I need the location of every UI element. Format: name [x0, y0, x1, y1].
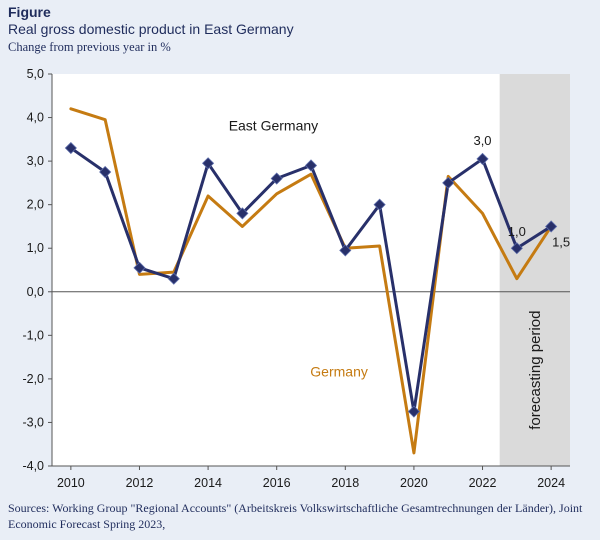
- x-tick-label: 2012: [126, 476, 154, 490]
- gdp-line-chart: forecasting period -4,0 -3,0 -2,0 -1,0 0,0 1,0…: [22, 67, 570, 490]
- y-tick-label: 2,0: [27, 198, 44, 212]
- y-tick-label: 5,0: [27, 67, 44, 81]
- data-annotation: 1,0: [508, 224, 526, 239]
- y-tick-label: -1,0: [22, 328, 44, 342]
- source-note: Sources: Working Group "Regional Account…: [8, 501, 583, 531]
- east-germany-point: [476, 152, 489, 165]
- east-germany-point: [339, 244, 352, 257]
- y-tick-label: -4,0: [22, 459, 44, 473]
- east-germany-point: [304, 159, 318, 172]
- figure-label: Figure: [8, 4, 51, 20]
- east-germany-point: [64, 141, 77, 155]
- x-tick-label: 2020: [400, 476, 428, 490]
- y-tick-label: 0,0: [27, 285, 44, 299]
- data-annotation: 3,0: [473, 133, 491, 148]
- series-label-germany: Germany: [310, 364, 368, 380]
- east-germany-point: [510, 242, 523, 255]
- x-tick-label: 2022: [469, 476, 497, 490]
- x-tick-label: 2014: [194, 476, 222, 490]
- series-label-east-germany: East Germany: [229, 118, 318, 134]
- y-tick-label: 3,0: [27, 154, 44, 168]
- east-germany-point: [442, 176, 455, 189]
- east-germany-point: [236, 207, 249, 220]
- east-germany-point: [202, 157, 215, 170]
- east-germany-point: [373, 198, 386, 211]
- y-tick-label: -2,0: [22, 372, 44, 386]
- chart-subtitle: Change from previous year in %: [8, 40, 171, 54]
- x-tick-label: 2024: [537, 476, 565, 490]
- x-tick-label: 2018: [331, 476, 359, 490]
- east-germany-point: [407, 405, 420, 418]
- east-germany-point: [133, 261, 146, 274]
- y-tick-label: -3,0: [22, 415, 44, 429]
- east-germany-point: [545, 220, 558, 233]
- forecast-label: forecasting period: [527, 311, 544, 430]
- series-line-germany: [69, 107, 553, 455]
- east-germany-point: [167, 272, 180, 285]
- y-tick-label: 1,0: [27, 241, 44, 255]
- x-tick-label: 2016: [263, 476, 291, 490]
- x-tick-label: 2010: [57, 476, 85, 490]
- east-germany-point: [270, 172, 283, 185]
- chart-title: Real gross domestic product in East Germ…: [8, 21, 294, 37]
- data-annotation: 1,5: [552, 234, 570, 249]
- y-tick-label: 4,0: [27, 111, 44, 125]
- east-germany-point: [99, 165, 112, 179]
